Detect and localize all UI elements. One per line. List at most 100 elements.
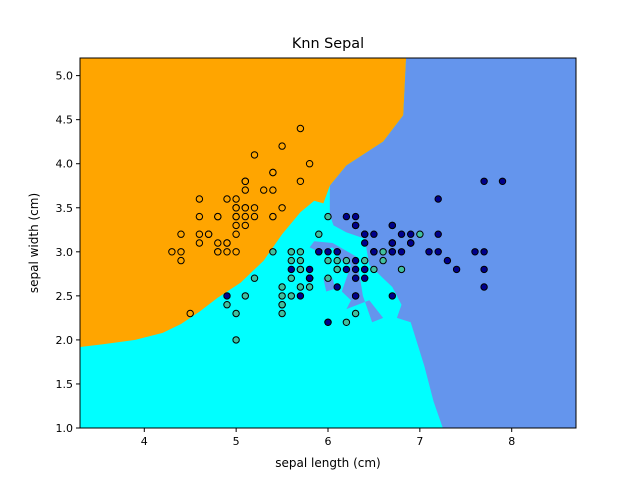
y-axis-ticks: 1.0 1.5 2.0 2.5 3.0 3.5 4.0 4.5 5.0 <box>56 70 80 435</box>
x-tick-label: 6 <box>325 435 332 448</box>
data-point-class-1 <box>397 265 406 274</box>
data-point-class-0 <box>223 248 231 256</box>
data-point-class-2 <box>333 283 341 291</box>
x-tick-label: 7 <box>416 435 423 448</box>
data-point-class-2 <box>480 248 488 256</box>
data-point-class-1 <box>333 265 341 274</box>
data-point-class-0 <box>195 239 204 247</box>
data-point-class-1 <box>287 292 295 300</box>
data-point-class-0 <box>269 168 277 177</box>
data-point-class-0 <box>305 160 314 168</box>
data-point-class-2 <box>471 248 479 256</box>
data-point-class-2 <box>480 283 488 291</box>
data-point-class-1 <box>296 265 305 274</box>
data-point-class-0 <box>269 212 277 221</box>
data-point-class-0 <box>223 239 231 247</box>
data-point-class-2 <box>388 248 396 256</box>
data-point-class-0 <box>296 124 305 133</box>
data-point-class-2 <box>388 292 396 300</box>
data-point-class-0 <box>269 186 277 194</box>
y-tick-label: 2.5 <box>56 290 74 303</box>
data-point-class-2 <box>370 230 378 238</box>
data-point-class-2 <box>361 239 369 247</box>
data-point-class-2 <box>361 265 369 274</box>
data-point-class-1 <box>379 256 387 265</box>
data-point-class-0 <box>195 195 204 203</box>
data-point-class-1 <box>287 256 295 265</box>
data-point-class-0 <box>260 186 268 194</box>
data-point-class-1 <box>232 336 240 344</box>
data-point-class-2 <box>223 292 231 300</box>
data-point-class-1 <box>287 274 295 282</box>
data-point-class-0 <box>250 204 259 212</box>
data-point-class-2 <box>480 265 488 274</box>
data-point-class-1 <box>250 274 259 282</box>
data-point-class-2 <box>452 265 461 274</box>
data-point-class-1 <box>324 274 332 282</box>
data-point-class-0 <box>223 195 231 203</box>
data-point-class-0 <box>232 195 240 203</box>
x-axis-ticks: 4 5 6 7 8 <box>141 428 515 448</box>
data-point-class-1 <box>342 318 351 326</box>
data-points <box>168 124 507 344</box>
y-tick-label: 5.0 <box>56 70 74 83</box>
data-point-class-0 <box>204 230 213 238</box>
data-point-class-0 <box>195 230 204 238</box>
data-point-class-2 <box>434 195 442 203</box>
data-point-class-1 <box>296 256 305 265</box>
data-point-class-2 <box>361 230 369 238</box>
data-point-class-2 <box>324 318 332 326</box>
data-point-class-1 <box>269 248 277 256</box>
data-point-class-2 <box>333 248 341 256</box>
data-point-class-1 <box>223 301 231 309</box>
data-point-class-2 <box>434 230 442 238</box>
y-tick-label: 3.0 <box>56 246 74 259</box>
data-point-class-2 <box>296 292 305 300</box>
data-point-class-0 <box>232 230 240 238</box>
data-point-class-1 <box>324 212 332 221</box>
data-point-class-0 <box>177 230 185 238</box>
data-point-class-2 <box>434 248 442 256</box>
y-axis-label: sepal width (cm) <box>27 193 41 293</box>
y-tick-label: 3.5 <box>56 202 74 215</box>
data-point-class-1 <box>416 230 424 238</box>
data-point-class-0 <box>232 221 240 230</box>
data-point-class-1 <box>315 230 323 238</box>
data-point-class-2 <box>370 248 378 256</box>
data-point-class-1 <box>278 309 286 318</box>
data-point-class-2 <box>305 265 314 274</box>
data-point-class-1 <box>361 256 369 265</box>
y-tick-label: 1.0 <box>56 422 74 435</box>
data-point-class-1 <box>232 309 240 318</box>
data-point-class-0 <box>241 204 250 212</box>
decision-region-class-2 <box>329 58 576 428</box>
data-point-class-1 <box>287 248 295 256</box>
data-point-class-1 <box>324 256 332 265</box>
data-point-class-0 <box>250 151 259 159</box>
x-axis-label: sepal length (cm) <box>275 456 380 470</box>
data-point-class-1 <box>333 256 341 265</box>
data-point-class-2 <box>351 265 360 274</box>
data-point-class-0 <box>195 212 204 221</box>
data-point-class-0 <box>241 186 250 194</box>
data-point-class-2 <box>480 177 488 186</box>
data-point-class-1 <box>351 309 360 318</box>
y-tick-label: 4.0 <box>56 158 74 171</box>
decision-region-class-2 <box>309 241 384 323</box>
data-point-class-2 <box>351 221 360 230</box>
data-point-class-0 <box>214 248 222 256</box>
data-point-class-2 <box>287 265 295 274</box>
data-point-class-2 <box>443 256 452 265</box>
data-point-class-2 <box>324 248 332 256</box>
data-point-class-1 <box>278 301 286 309</box>
x-tick-label: 8 <box>508 435 515 448</box>
x-tick-label: 4 <box>141 435 148 448</box>
decision-region-class-0 <box>80 58 407 347</box>
data-point-class-1 <box>379 248 387 256</box>
x-tick-label: 5 <box>233 435 240 448</box>
chart-title: Knn Sepal <box>292 36 364 52</box>
data-point-class-2 <box>388 221 396 230</box>
data-point-class-1 <box>296 248 305 256</box>
data-point-class-1 <box>370 265 378 274</box>
